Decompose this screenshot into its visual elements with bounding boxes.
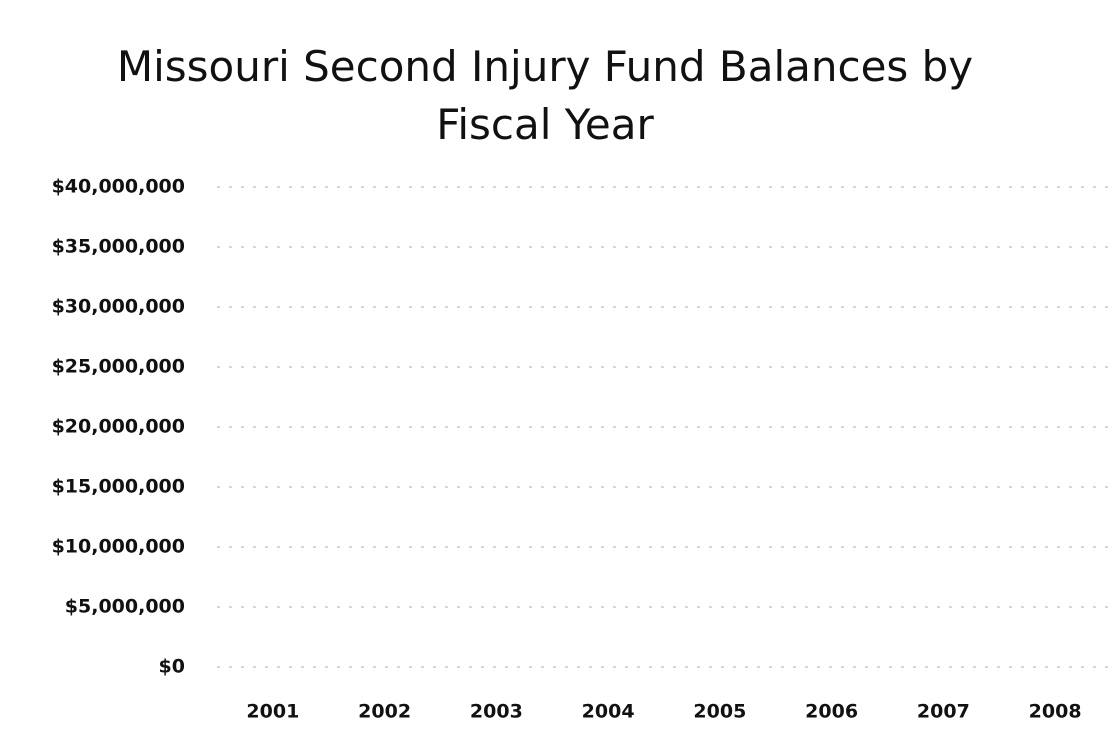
y-tick-label: $30,000,000: [52, 296, 185, 318]
y-tick-label: $35,000,000: [52, 236, 185, 258]
y-tick-label: $20,000,000: [52, 416, 185, 438]
y-tick-label: $40,000,000: [52, 176, 185, 198]
x-tick-label: 2008: [1029, 701, 1082, 723]
y-tick-label: $10,000,000: [52, 536, 185, 558]
x-tick-label: 2004: [582, 701, 635, 723]
y-tick-label: $15,000,000: [52, 476, 185, 498]
x-tick-label: 2001: [246, 701, 299, 723]
chart-title: Missouri Second Injury Fund Balances by …: [116, 42, 974, 149]
y-tick-label: $0: [159, 656, 185, 678]
x-tick-label: 2003: [470, 701, 523, 723]
y-tick-label: $5,000,000: [65, 596, 185, 618]
x-tick-label: 2007: [917, 701, 970, 723]
y-tick-label: $25,000,000: [52, 356, 185, 378]
x-tick-label: 2002: [358, 701, 411, 723]
x-tick-label: 2005: [693, 701, 746, 723]
x-tick-label: 2006: [805, 701, 858, 723]
